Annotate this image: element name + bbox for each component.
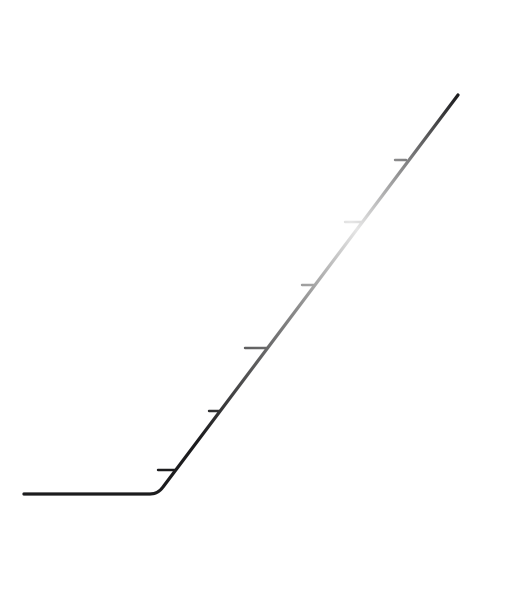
main-stroke xyxy=(22,93,460,496)
